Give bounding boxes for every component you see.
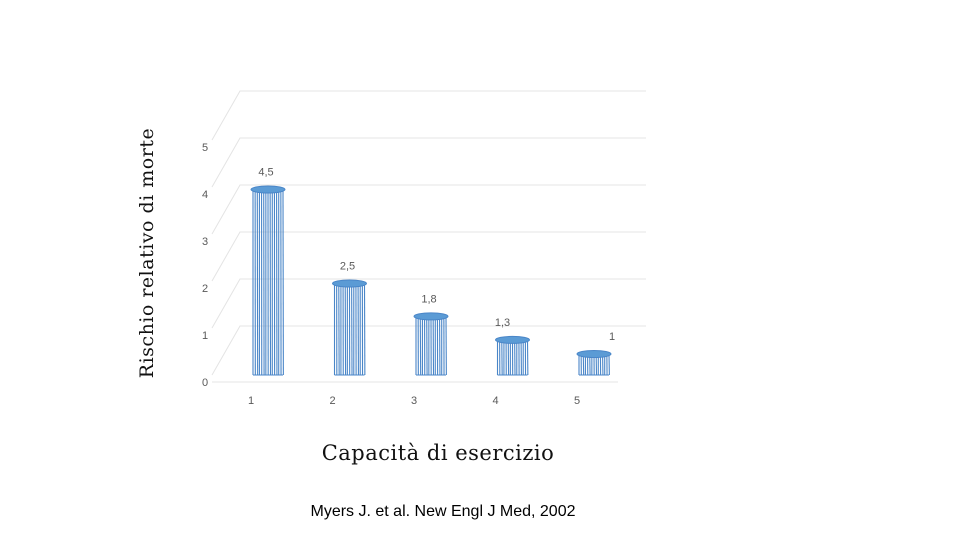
y-tick-label: 4 xyxy=(202,189,208,201)
x-tick-label: 5 xyxy=(574,395,580,407)
bar xyxy=(414,313,448,375)
x-tick-label: 2 xyxy=(329,395,335,407)
y-tick-label: 1 xyxy=(202,330,208,342)
x-axis-title: Capacità di esercizio xyxy=(322,441,555,465)
gridline xyxy=(212,138,646,187)
y-tick-label: 5 xyxy=(202,142,208,154)
data-label: 1,8 xyxy=(421,293,436,305)
bar xyxy=(496,336,530,375)
bar xyxy=(333,280,367,375)
y-tick-label: 0 xyxy=(202,377,208,389)
x-tick-label: 3 xyxy=(411,395,417,407)
y-tick-label: 3 xyxy=(202,236,208,248)
bar xyxy=(251,186,285,375)
x-tick-label: 4 xyxy=(492,395,498,407)
y-tick-label: 2 xyxy=(202,283,208,295)
y-axis-title: Rischio relativo di morte xyxy=(136,128,158,378)
data-label: 1 xyxy=(609,331,615,343)
bar xyxy=(577,351,611,376)
gridline xyxy=(212,91,646,140)
citation: Myers J. et al. New Engl J Med, 2002 xyxy=(311,503,576,521)
data-label: 4,5 xyxy=(258,167,273,179)
x-tick-label: 1 xyxy=(248,395,254,407)
data-label: 1,3 xyxy=(495,317,510,329)
data-label: 2,5 xyxy=(340,261,355,273)
